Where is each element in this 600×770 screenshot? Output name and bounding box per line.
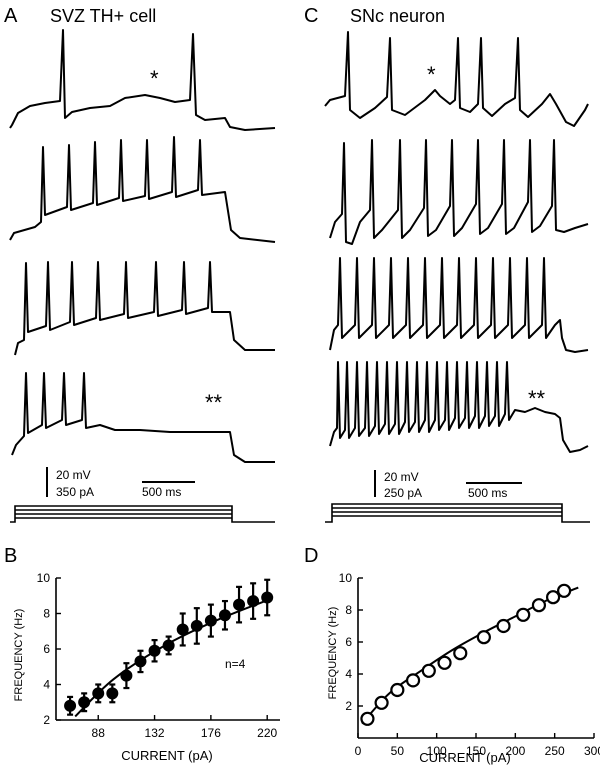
panel-title-c: SNc neuron xyxy=(350,6,445,26)
chart-b-y-tick-label: 4 xyxy=(43,678,50,692)
ylabel-b: FREQUENCY (Hz) xyxy=(13,609,25,702)
trace-a-1 xyxy=(9,29,276,131)
scale-label-a-ms: 500 ms xyxy=(142,485,181,499)
panel-a: A SVZ TH+ cell * ** 20 mV 350 pA 500 ms xyxy=(4,5,276,523)
panel-c: C SNc neuron * ** 20 mV 250 pA 500 ms xyxy=(304,5,590,523)
stars-c-2: ** xyxy=(528,386,546,411)
chart-d-fit-curve xyxy=(361,586,579,725)
chart-d-x-tick-label: 300 xyxy=(584,744,600,758)
chart-b-data-point xyxy=(134,655,147,668)
stars-a-2: ** xyxy=(205,390,223,415)
chart-d-data-point xyxy=(557,583,572,598)
chart-b-y-tick-label: 8 xyxy=(43,607,50,621)
chart-d-data-point xyxy=(437,655,452,670)
chart-b-data-point xyxy=(261,591,274,604)
chart-b-data-point xyxy=(176,623,189,636)
scale-label-c-ms: 500 ms xyxy=(468,486,507,500)
chart-b-data-point xyxy=(78,696,91,709)
chart-d-x-tick-label: 0 xyxy=(355,744,362,758)
chart-d-data-point xyxy=(360,711,375,726)
scale-label-c-pa: 250 pA xyxy=(384,486,422,500)
chart-d-data-point xyxy=(531,598,547,613)
panel-letter-a: A xyxy=(4,5,18,27)
xlabel-b: CURRENT (pA) xyxy=(121,748,213,763)
chart-d-data-point xyxy=(516,607,531,622)
chart-b-data-point xyxy=(204,614,217,627)
chart-d-y-tick-label: 4 xyxy=(345,667,352,681)
chart-b-y-tick-label: 2 xyxy=(43,713,50,727)
chart-d-data-point xyxy=(405,673,421,688)
chart-d-data-point xyxy=(421,663,436,678)
trace-c-1 xyxy=(324,31,589,127)
panel-title-a: SVZ TH+ cell xyxy=(50,6,156,26)
panel-letter-c: C xyxy=(304,5,318,27)
chart-b-data-point xyxy=(233,598,246,611)
chart-d-data-point xyxy=(545,590,561,605)
chart-b-data-point xyxy=(190,619,203,632)
chart-d-data-point xyxy=(390,682,405,698)
chart-b-data-point xyxy=(247,595,260,608)
trace-a-2 xyxy=(9,136,276,243)
scale-label-a-pa: 350 pA xyxy=(56,485,94,499)
chart-b-data-point xyxy=(148,644,161,657)
chart-d-data-point xyxy=(453,646,468,661)
chart-d-y-tick-label: 10 xyxy=(339,571,353,585)
panel-letter-b: B xyxy=(4,545,17,567)
trace-c-2 xyxy=(329,139,589,245)
chart-b-x-tick-label: 176 xyxy=(201,726,221,740)
trace-a-4 xyxy=(11,372,275,463)
ylabel-d: FREQUENCY (Hz) xyxy=(327,607,339,700)
chart-d-y-tick-label: 6 xyxy=(345,635,352,649)
chart-b-y-tick-label: 6 xyxy=(43,642,50,656)
chart-d-x-tick-label: 150 xyxy=(466,744,486,758)
chart-d-data-point xyxy=(476,630,491,645)
chart-b-data-point xyxy=(218,609,231,622)
stimulus-a xyxy=(10,505,275,523)
chart-b-data-point xyxy=(92,687,105,700)
chart-d-y-tick-label: 8 xyxy=(345,603,352,617)
chart-b-data-point xyxy=(162,639,175,652)
chart-b-y-tick-label: 10 xyxy=(37,571,51,585)
star-c-1: * xyxy=(427,62,436,87)
chart-d-x-tick-label: 250 xyxy=(545,744,565,758)
chart-b-x-tick-label: 88 xyxy=(92,726,106,740)
trace-c-4 xyxy=(329,361,589,453)
chart-d-x-tick-label: 50 xyxy=(391,744,405,758)
annotation-n: n=4 xyxy=(225,657,246,671)
chart-b-data-point xyxy=(120,669,133,682)
panel-b-chart: B FREQUENCY (Hz) CURRENT (pA) n=4 2 4 6 8 10… xyxy=(4,545,280,763)
panel-letter-d: D xyxy=(304,545,318,567)
xlabel-d: CURRENT (pA) xyxy=(419,750,511,765)
trace-c-3 xyxy=(329,257,589,353)
chart-d-data-point xyxy=(374,695,389,710)
chart-b-x-tick-label: 220 xyxy=(257,726,277,740)
scale-label-a-mv: 20 mV xyxy=(56,468,91,482)
chart-b-data-point xyxy=(106,687,119,700)
scale-label-c-mv: 20 mV xyxy=(384,470,419,484)
trace-a-3 xyxy=(14,261,275,356)
chart-b-x-tick-label: 132 xyxy=(145,726,165,740)
stimulus-c xyxy=(325,503,590,523)
chart-d-data-point xyxy=(496,618,511,634)
chart-d-x-tick-label: 100 xyxy=(427,744,447,758)
chart-b-data-point xyxy=(64,699,77,712)
chart-d-x-tick-label: 200 xyxy=(505,744,525,758)
star-a-1: * xyxy=(150,66,159,91)
chart-d-y-tick-label: 2 xyxy=(345,699,352,713)
